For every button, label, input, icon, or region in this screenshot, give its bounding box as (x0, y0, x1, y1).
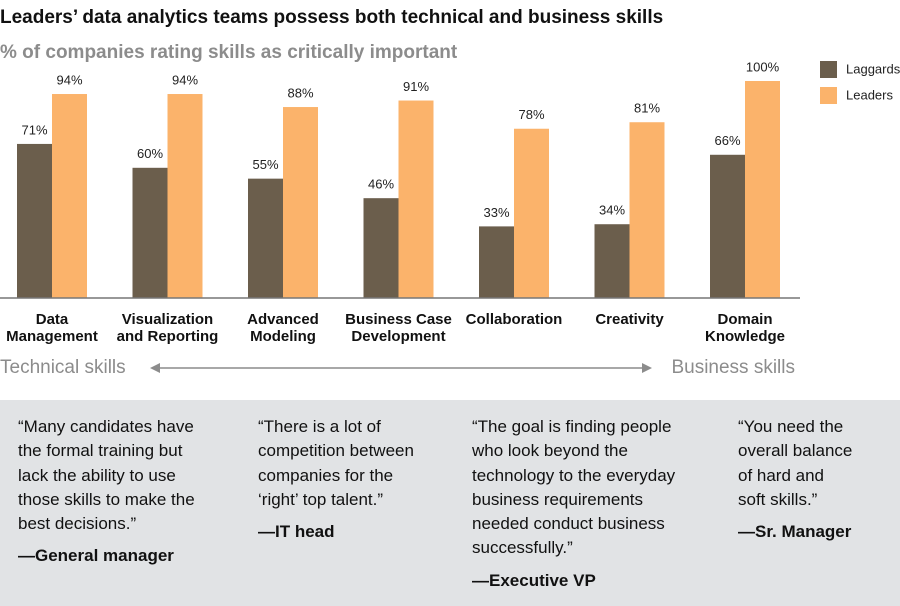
legend-label: Leaders (846, 87, 893, 102)
bar (710, 154, 745, 298)
bar (363, 198, 399, 298)
chart-subtitle: % of companies rating skills as critical… (0, 42, 458, 63)
value-label: 100% (746, 59, 780, 74)
bar (283, 107, 318, 298)
legend-swatch (820, 61, 837, 78)
value-label: 55% (252, 157, 278, 172)
bar (594, 224, 630, 298)
quote: “Many candidates have the formal training… (18, 415, 195, 569)
quote-line: companies for the (258, 465, 394, 485)
quote-line: lack the ability to use (18, 465, 176, 485)
spectrum-left: Technical skills (0, 357, 126, 378)
x-tick-label: Business Case Development (345, 311, 452, 345)
quote: “There is a lot of competition between com… (258, 415, 414, 544)
quote-line: “Many candidates have (18, 417, 194, 436)
quote-line: “There is a lot of (258, 417, 381, 436)
value-label: 60% (137, 146, 163, 161)
value-label: 81% (634, 101, 660, 116)
quote-line: competition between (258, 441, 414, 461)
quote-line: soft skills.” (738, 489, 818, 509)
quote-panel (0, 400, 900, 606)
value-label: 71% (21, 122, 47, 137)
bar (132, 167, 168, 298)
bar (52, 94, 87, 299)
quote-line: technology to the everyday (472, 465, 676, 485)
chart: Leaders’ data analytics teams possess bo… (0, 7, 900, 378)
x-tick-label: Domain Knowledge (704, 311, 785, 345)
legend-label: Laggards (846, 61, 900, 76)
quote: “The goal is finding people who look beyo… (472, 415, 675, 593)
bar (248, 178, 283, 298)
quote-line: ‘right’ top talent.” (258, 489, 384, 509)
x-tick-label: Collaboration (465, 311, 563, 328)
quote-line: best decisions.” (18, 514, 137, 534)
bar (17, 143, 52, 298)
value-label: 94% (172, 72, 198, 87)
quote-line: needed conduct business (472, 514, 665, 534)
quote-attribution: —IT head (258, 522, 335, 542)
value-label: 34% (599, 203, 625, 218)
quote-line: of hard and (738, 465, 825, 485)
value-label: 88% (287, 85, 313, 100)
quote: “You need the overall balance of hard and s… (738, 415, 852, 544)
quote-line: “The goal is finding people (472, 417, 672, 436)
value-label: 66% (714, 133, 740, 148)
chart-title: Leaders’ data analytics teams possess bo… (0, 7, 663, 28)
value-label: 46% (368, 177, 394, 192)
bar (479, 226, 514, 298)
quote-line: “You need the (738, 417, 844, 436)
quote-line: successfully.” (472, 538, 573, 558)
quote-attribution: —Sr. Manager (738, 522, 852, 542)
spectrum-right: Business skills (671, 357, 795, 378)
quote-line: overall balance (738, 441, 853, 461)
x-tick-label: Data Management (6, 311, 98, 345)
quote-attribution: —General manager (18, 546, 174, 566)
bar (167, 94, 203, 299)
bar (398, 100, 434, 298)
quote-line: business requirements (472, 489, 644, 509)
legend-swatch (820, 87, 837, 104)
x-tick-label: Creativity (595, 311, 664, 328)
quote-line: those skills to make the (18, 489, 195, 509)
value-label: 33% (483, 205, 509, 220)
value-label: 94% (56, 72, 82, 87)
value-label: 78% (518, 107, 544, 122)
bar (514, 128, 549, 298)
x-tick-label: Advanced Modeling (247, 311, 319, 345)
quote-line: the formal training but (18, 441, 183, 461)
bar (745, 81, 780, 298)
quote-attribution: —Executive VP (472, 570, 596, 590)
quote-line: who look beyond the (472, 441, 628, 461)
value-label: 91% (403, 79, 429, 94)
bar (629, 122, 665, 298)
x-tick-label: Visualization and Reporting (116, 311, 219, 345)
